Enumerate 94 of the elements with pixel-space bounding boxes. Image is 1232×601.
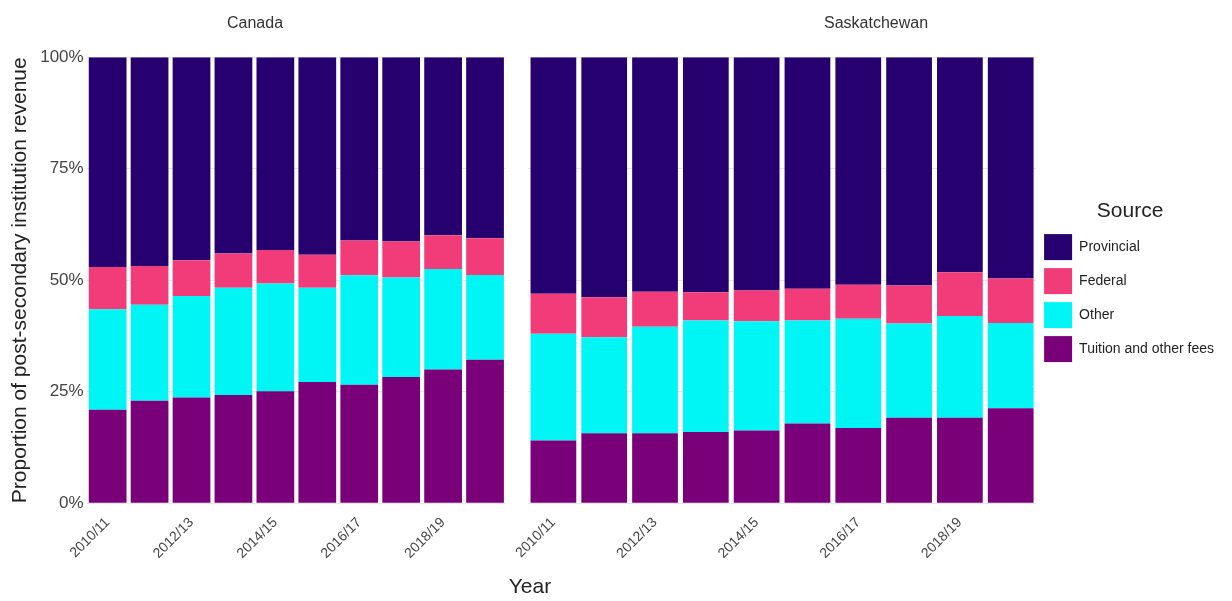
chart-title: Saskatchewan [823, 14, 929, 32]
bar [886, 57, 932, 286]
bar [733, 290, 780, 322]
bar [466, 238, 504, 275]
bar [214, 57, 253, 254]
bar [88, 409, 127, 503]
bar [632, 433, 678, 503]
legend-label: Other [1079, 305, 1115, 322]
bar [466, 274, 504, 360]
bar [88, 266, 127, 310]
bar [733, 321, 780, 431]
bar [256, 57, 295, 250]
bar [835, 284, 882, 319]
bar [298, 381, 337, 503]
bar [424, 369, 462, 503]
bar [256, 249, 295, 284]
bar [987, 323, 1034, 409]
bar [784, 320, 831, 424]
bar [784, 57, 831, 289]
bar [340, 57, 379, 241]
bar [340, 275, 379, 385]
bar [424, 57, 462, 236]
bar [214, 394, 253, 503]
bar [466, 359, 504, 503]
bar [130, 265, 169, 305]
bar [937, 315, 983, 418]
bar [424, 235, 462, 270]
bar [987, 278, 1034, 324]
bar [382, 241, 421, 278]
bar [88, 57, 127, 267]
bar [172, 260, 211, 296]
y-tick-label: 50% [49, 269, 84, 289]
bar [172, 397, 211, 503]
bar [424, 269, 462, 370]
bar [886, 285, 932, 324]
legend-title: Source [1096, 198, 1164, 222]
bar [340, 240, 379, 276]
bar [581, 297, 628, 338]
bar [256, 391, 295, 503]
bar [835, 57, 882, 285]
bar [733, 57, 780, 291]
bar [130, 304, 169, 401]
bar [987, 57, 1034, 279]
y-axis-title: Proportion of post-secondary institution revenue [7, 57, 31, 504]
bar [937, 57, 983, 273]
bar [214, 253, 253, 288]
bar [88, 309, 127, 410]
bar [937, 417, 983, 503]
bar [733, 430, 780, 503]
bar [937, 272, 983, 316]
bar [214, 287, 253, 395]
bar [581, 337, 628, 434]
bar [632, 291, 678, 327]
bar [835, 427, 882, 503]
bar [886, 417, 932, 503]
bar [987, 408, 1034, 503]
bar [784, 288, 831, 321]
bar [682, 57, 729, 293]
legend-label: Federal [1079, 271, 1127, 288]
bar [382, 377, 421, 503]
legend-label: Tuition and other fees [1079, 339, 1215, 356]
bar [632, 326, 678, 434]
bar [298, 57, 337, 255]
bar [298, 254, 337, 288]
bar [530, 57, 577, 294]
bar [581, 57, 628, 298]
bar [382, 277, 421, 378]
y-tick-label: 100% [40, 46, 84, 66]
y-tick-label: 0% [59, 493, 84, 513]
legend-label: Provincial [1079, 237, 1140, 254]
y-tick-label: 25% [49, 381, 84, 401]
bar [530, 333, 577, 441]
bar [298, 287, 337, 382]
bar [382, 57, 421, 242]
bar [130, 57, 169, 266]
x-axis-title: Year [507, 574, 553, 598]
bar [466, 57, 504, 239]
chart-title: Canada [226, 14, 284, 32]
bar [256, 283, 295, 392]
bar [172, 57, 211, 261]
bar [530, 440, 577, 503]
bar [130, 400, 169, 503]
bar [340, 384, 379, 503]
bar [886, 323, 932, 418]
bar [682, 431, 729, 503]
bar [682, 292, 729, 321]
bar [682, 320, 729, 432]
bar [784, 423, 831, 503]
bar [581, 433, 628, 503]
y-tick-label: 75% [49, 158, 84, 178]
bar [530, 293, 577, 334]
bar [835, 318, 882, 428]
bar [632, 57, 678, 292]
bar [172, 295, 211, 398]
